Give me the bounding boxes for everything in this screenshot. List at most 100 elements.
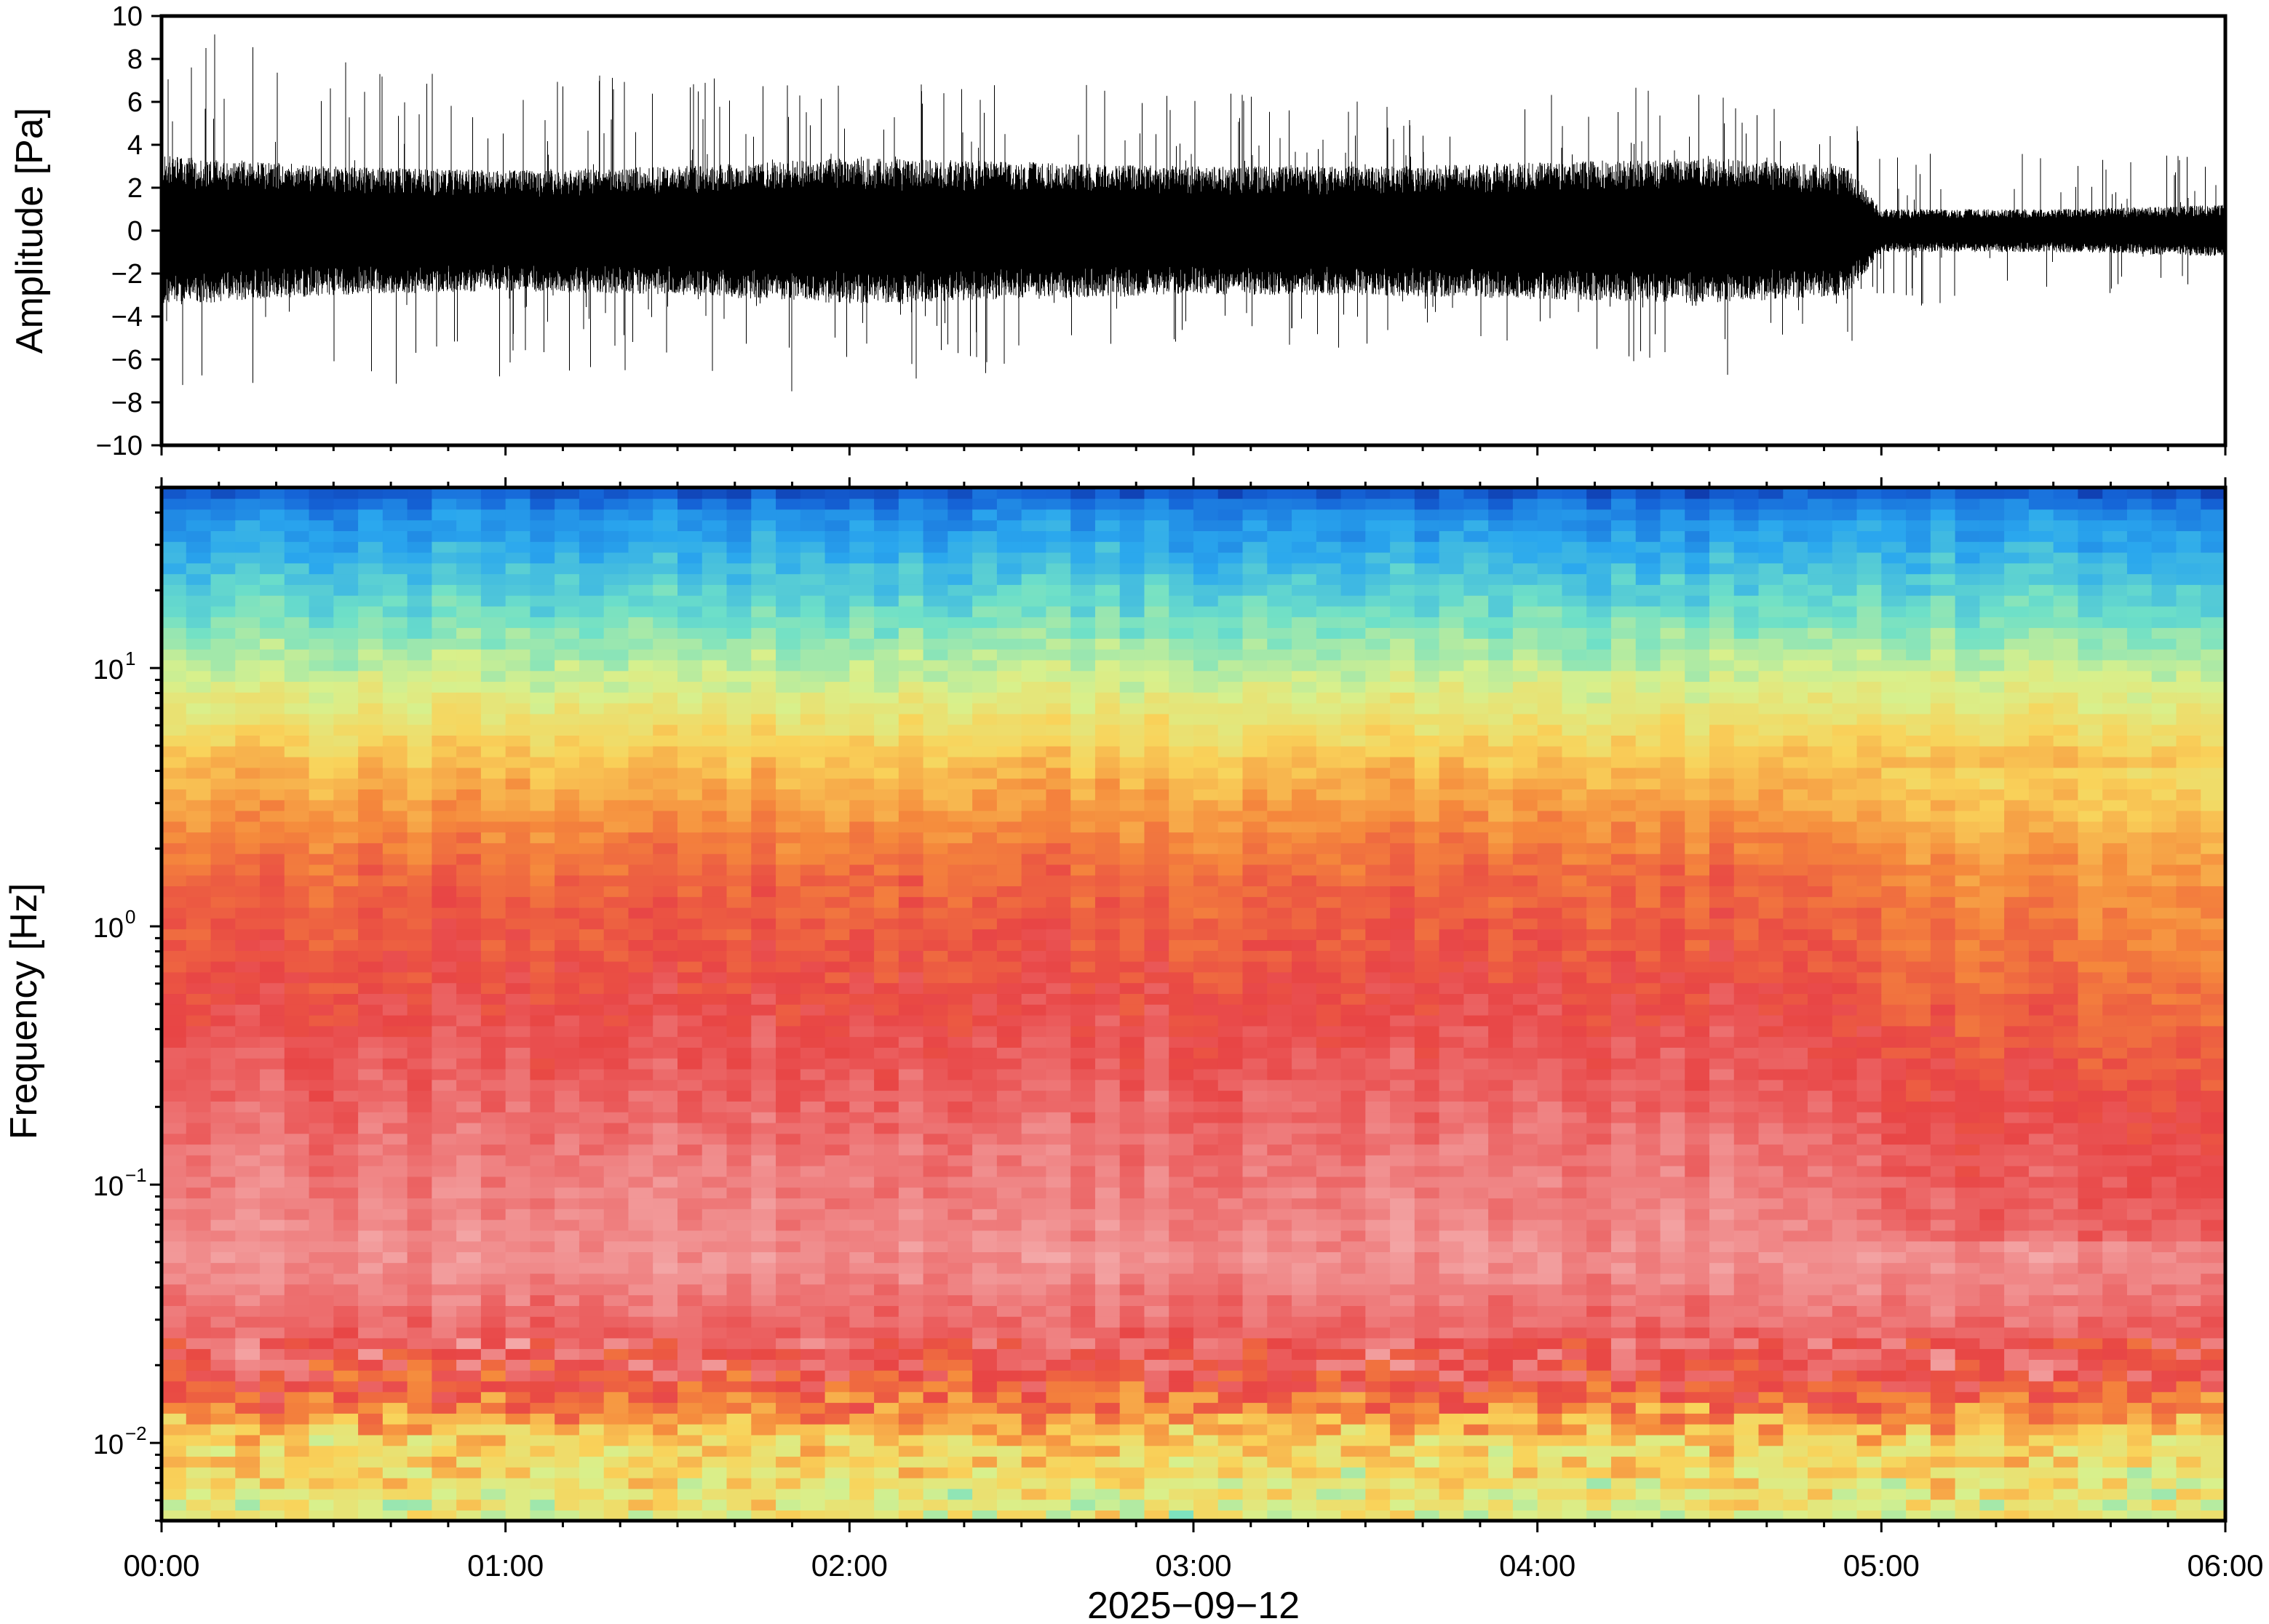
- spectrogram-cell: [1021, 1014, 1047, 1027]
- spectrogram-cell: [358, 1101, 384, 1112]
- spectrogram-cell: [382, 1165, 408, 1177]
- spectrogram-cell: [849, 648, 875, 661]
- spectrogram-cell: [1217, 562, 1244, 575]
- spectrogram-cell: [824, 616, 851, 629]
- spectrogram-cell: [972, 487, 998, 499]
- spectrogram-cell: [726, 552, 752, 564]
- spectrogram-cell: [407, 1090, 433, 1102]
- spectrogram-cell: [456, 1380, 482, 1393]
- spectrogram-cell: [407, 584, 433, 596]
- spectrogram-cell: [898, 498, 924, 510]
- spectrogram-cell: [726, 843, 752, 854]
- spectrogram-cell: [579, 1209, 605, 1220]
- spectrogram-cell: [432, 1445, 457, 1457]
- spectrogram-cell: [235, 670, 261, 682]
- spectrogram-cell: [1365, 1004, 1391, 1016]
- spectrogram-cell: [235, 864, 261, 876]
- spectrogram-cell: [1390, 1230, 1415, 1242]
- spectrogram-cell: [874, 1122, 899, 1134]
- spectrogram-cell: [210, 1423, 237, 1436]
- spectrogram-cell: [1267, 520, 1292, 531]
- spectrogram-cell: [1242, 627, 1268, 639]
- spectrogram-cell: [260, 530, 285, 542]
- spectrogram-cell: [1217, 713, 1244, 725]
- spectrogram-cell: [800, 799, 826, 811]
- spectrogram-cell: [653, 1068, 678, 1080]
- spectrogram-cell: [555, 1488, 580, 1500]
- spectrogram-cell: [726, 789, 752, 800]
- spectrogram-cell: [923, 1262, 949, 1274]
- spectrogram-cell: [1340, 1477, 1367, 1489]
- spectrogram-cell: [456, 1014, 482, 1027]
- spectrogram-cell: [382, 1262, 408, 1274]
- spectrogram-cell: [1242, 638, 1268, 650]
- spectrogram-cell: [1267, 789, 1292, 800]
- spectrogram-cell: [333, 885, 359, 897]
- spectrogram-cell: [1094, 950, 1121, 962]
- spectrogram-cell: [1094, 638, 1121, 650]
- spectrogram-cell: [186, 1230, 212, 1242]
- spectrogram-cell: [603, 1014, 629, 1027]
- spectrogram-cell: [653, 1133, 678, 1145]
- spectrogram-cell: [1169, 756, 1194, 768]
- spectrogram-cell: [702, 1467, 728, 1478]
- spectrogram-cell: [309, 1305, 335, 1317]
- spectrogram-cell: [628, 1144, 654, 1155]
- spectrogram-cell: [260, 616, 285, 629]
- spectrogram-cell: [1267, 594, 1292, 607]
- spectrogram-cell: [972, 1155, 998, 1166]
- spectrogram-cell: [210, 1057, 237, 1070]
- spectrogram-cell: [210, 1025, 237, 1038]
- spectrogram-cell: [432, 756, 457, 768]
- spectrogram-cell: [628, 875, 654, 887]
- spectrogram-cell: [628, 702, 654, 715]
- spectrogram-cell: [1390, 939, 1415, 951]
- spectrogram-cell: [1021, 702, 1047, 715]
- spectrogram-cell: [751, 1122, 776, 1134]
- spectrogram-cell: [579, 1198, 605, 1209]
- spectrogram-cell: [677, 896, 703, 908]
- spectrogram-cell: [849, 530, 875, 542]
- spectrogram-cell: [1217, 692, 1244, 704]
- spectrogram-cell: [996, 1198, 1022, 1209]
- spectrogram-cell: [1316, 648, 1342, 661]
- spectrogram-cell: [751, 1036, 776, 1048]
- spectrogram-cell: [972, 573, 998, 585]
- spectrogram-cell: [1390, 594, 1415, 607]
- spectrogram-cell: [579, 1434, 605, 1446]
- spectrogram-cell: [1046, 1230, 1071, 1242]
- spectrogram-cell: [702, 530, 728, 542]
- spectrogram-cell: [382, 1047, 408, 1059]
- spectrogram-cell: [284, 1068, 310, 1080]
- spectrogram-cell: [309, 1111, 335, 1123]
- spectrogram-cell: [432, 1305, 457, 1317]
- spectrogram-cell: [874, 1068, 899, 1080]
- spectrogram-cell: [162, 1198, 187, 1209]
- spectrogram-cell: [702, 562, 728, 575]
- spectrogram-cell: [407, 1348, 433, 1360]
- spectrogram-cell: [186, 1176, 212, 1188]
- spectrogram-cell: [726, 1283, 752, 1296]
- spectrogram-cell: [1193, 1230, 1219, 1242]
- spectrogram-cell: [1365, 1391, 1391, 1404]
- spectrogram-cell: [677, 659, 703, 672]
- spectrogram-cell: [1119, 1090, 1145, 1102]
- spectrogram-cell: [702, 1391, 728, 1404]
- spectrogram-cell: [653, 1434, 678, 1446]
- spectrogram-cell: [407, 1477, 433, 1489]
- spectrogram-cell: [1046, 767, 1071, 779]
- spectrogram-cell: [1340, 1068, 1367, 1080]
- spectrogram-cell: [333, 498, 359, 510]
- spectrogram-cell: [1242, 584, 1268, 596]
- spectrogram-cell: [162, 1079, 187, 1091]
- spectrogram-cell: [1365, 746, 1391, 757]
- spectrogram-cell: [996, 541, 1022, 553]
- spectrogram-cell: [1217, 993, 1244, 1005]
- spectrogram-cell: [579, 971, 605, 984]
- spectrogram-cell: [874, 1315, 899, 1328]
- spectrogram-cell: [1340, 1144, 1367, 1155]
- spectrogram-cell: [456, 594, 482, 607]
- spectrogram-cell: [333, 907, 359, 919]
- spectrogram-cell: [1316, 1090, 1342, 1102]
- spectrogram-cell: [432, 1488, 457, 1500]
